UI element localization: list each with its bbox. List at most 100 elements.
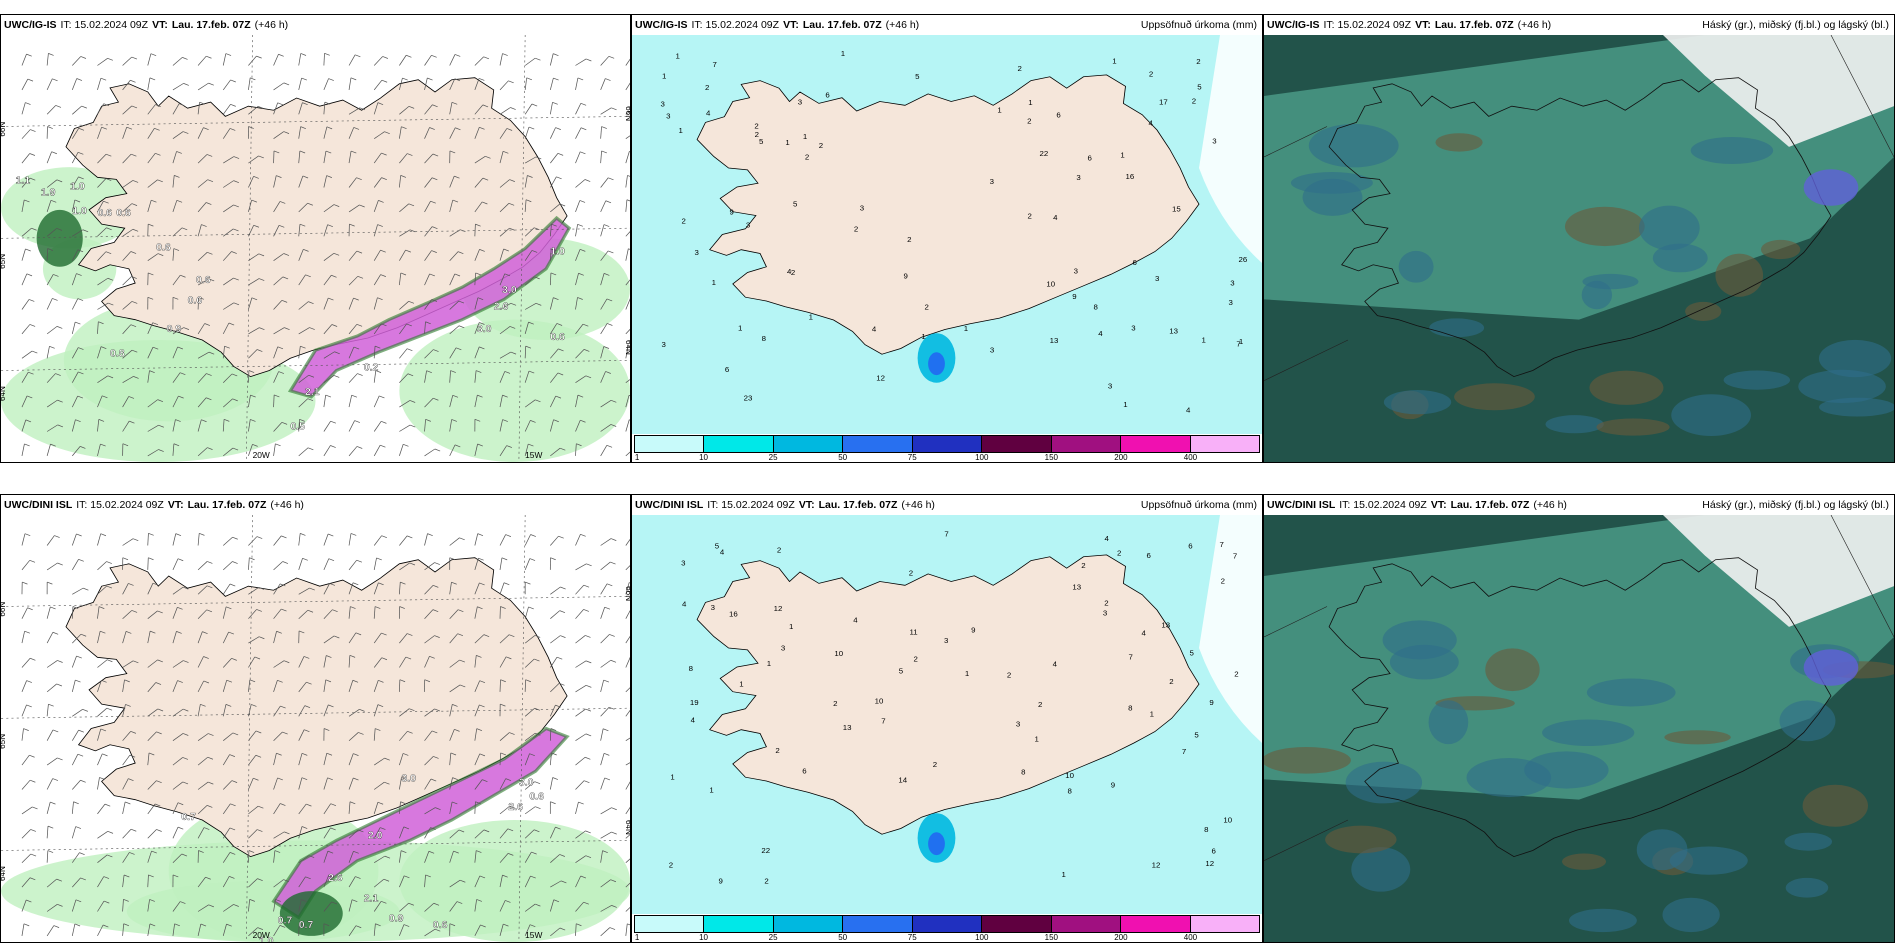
precip-value: 2: [819, 142, 823, 151]
colorbar-swatches: [634, 435, 1260, 453]
panel-dini-snow: UWC/DINI ISL IT: 15.02.2024 09Z VT: Lau. 17…: [0, 494, 631, 943]
precip-value: 16: [729, 610, 738, 619]
lat-label: 64N: [1, 866, 7, 881]
precip-value: 2: [805, 153, 809, 162]
map-canvas[interactable]: 0.72.62.13.02.02.63.00.60.71.00.70.90.60…: [1, 515, 630, 942]
map-canvas[interactable]: [1264, 515, 1894, 942]
precip-value: 5: [759, 137, 763, 146]
precip-value: 7: [881, 717, 885, 726]
colorbar-swatch: [1051, 436, 1122, 452]
snow-value-label: 0.5: [290, 422, 305, 433]
lat-label: 66N: [1, 602, 7, 617]
precip-value: 13: [1161, 621, 1170, 630]
precip-value: 2: [907, 235, 911, 244]
map-canvas[interactable]: [1264, 35, 1894, 462]
graticule: [1, 35, 630, 462]
precip-value: 4: [853, 616, 857, 625]
precip-value: 5: [793, 200, 797, 209]
map-area[interactable]: 2 2 2 2 3 2 7 1 1 1 5 7 8 4 4 14 22 6 3 2 3 11 1 7 3 2 9 5 3 7 2 1 1 1 9 10…: [632, 515, 1262, 914]
precip-value: 4: [706, 109, 710, 118]
map-area[interactable]: 1.1 1.9 1.0 1.0 0.6 0.6 0.6 0.6 0.6 0.9 0.8 0.2 2.1 3…: [1, 35, 630, 462]
precip-value: 6: [1088, 154, 1092, 163]
station-values: 2223111112133336132141315314321121162254…: [661, 49, 1248, 414]
precip-value: 3: [666, 112, 670, 121]
precip-value: 4: [720, 548, 724, 557]
snow-value-label: 1.0: [72, 206, 87, 217]
precip-value: 9: [1209, 698, 1213, 707]
valid-time: Lau. 17.feb. 07Z: [1434, 19, 1514, 31]
field-title: Uppsöfnuð úrkoma (mm): [1140, 499, 1257, 511]
colorbar-swatch: [912, 436, 983, 452]
precip-value: 1: [709, 786, 713, 795]
precip-value: 17: [1159, 98, 1168, 107]
precip-value: 2: [1234, 670, 1238, 679]
snow-value-label: 0.6: [116, 208, 131, 219]
colorbar-ticks: 1 10 25 50 75 100 150 200 400: [634, 453, 1260, 462]
precip-value: 2: [909, 569, 913, 578]
valid-time-label: VT:: [152, 19, 168, 31]
model-name: UWC/IG-IS: [635, 19, 688, 31]
precip-value: 5: [899, 667, 903, 676]
colorbar-tick: 100: [975, 933, 989, 942]
precip-value: 2: [1081, 561, 1085, 570]
precip-value: 2: [1007, 671, 1011, 680]
precip-value: 1: [1062, 870, 1066, 879]
precip-value: 2: [1027, 117, 1031, 126]
snow-value-label: 2.0: [368, 830, 383, 841]
map-area[interactable]: 0.72.62.13.02.02.63.00.60.71.00.70.90.60…: [1, 515, 630, 942]
snow-value-label: 0.8: [110, 348, 125, 359]
valid-time-label: VT:: [1430, 499, 1447, 511]
colorbar-swatch: [982, 916, 1052, 932]
precip-value: 5: [715, 542, 719, 551]
snow-value-label: 0.7: [278, 916, 293, 927]
precip-value: 1: [1028, 98, 1032, 107]
precip-value: 13: [1050, 337, 1059, 346]
snow-value-label: 1.1: [16, 176, 31, 187]
map-canvas[interactable]: 2223111112133336132141315314321121162254…: [632, 35, 1262, 434]
precip-value: 3: [860, 204, 864, 213]
snow-value-label: 3.0: [477, 324, 492, 335]
precip-value: 7: [944, 530, 948, 539]
lat-label-right: 64N: [624, 340, 630, 355]
panel-header: UWC/DINI ISL IT: 15.02.2024 09Z VT: Lau. 17…: [1, 495, 630, 515]
precip-value: 13: [843, 723, 852, 732]
lon-label: 20W: [253, 451, 270, 460]
precip-value: 1: [997, 106, 1001, 115]
precip-value: 4: [682, 600, 686, 609]
panel-header: UWC/DINI ISL IT: 15.02.2024 09Z VT: Lau. 17…: [632, 495, 1262, 515]
precip-value: 2: [777, 546, 781, 555]
precip-value: 8: [1093, 303, 1097, 312]
field-title: Háský (gr.), miðský (fj.bl.) og lágský (…: [1702, 19, 1889, 31]
map-area[interactable]: [1264, 515, 1894, 942]
panel-dini-precip: UWC/DINI ISL IT: 15.02.2024 09Z VT: Lau. 17…: [631, 494, 1263, 943]
snow-value-label: 0.6: [156, 243, 171, 254]
precip-value: 13: [1169, 327, 1178, 336]
colorbar-tick: 150: [1044, 453, 1059, 462]
precip-value: 9: [971, 626, 975, 635]
map-area[interactable]: [1264, 35, 1894, 462]
colorbar-tick: 50: [838, 933, 848, 942]
precip-value: 4: [872, 325, 876, 334]
colorbar-swatch: [635, 916, 705, 932]
map-canvas[interactable]: 1.1 1.9 1.0 1.0 0.6 0.6 0.6 0.6 0.6 0.9 0.8 0.2 2.1 3…: [1, 35, 630, 462]
precip-value: 1: [670, 773, 674, 782]
valid-time: Lau. 17.feb. 07Z: [171, 19, 251, 31]
colorbar-tick: 400: [1183, 453, 1198, 462]
precip-value: 3: [746, 221, 750, 230]
precip-value: 6: [802, 767, 806, 776]
precip-value: 2: [1192, 97, 1196, 106]
iceland-outline: [1328, 77, 1832, 378]
colorbar-swatch: [843, 436, 913, 452]
precip-value: 10: [875, 697, 884, 706]
model-name: UWC/IG-IS: [1267, 19, 1320, 31]
precip-value: 11: [909, 628, 917, 637]
colorbar: 1 10 25 50 75 100 150 200 400: [634, 915, 1260, 942]
precip-value: 6: [1146, 551, 1150, 560]
precip-value: 8: [1021, 768, 1025, 777]
snow-value-label: 2.6: [508, 802, 523, 813]
map-area[interactable]: 2 2 2 3 1 1 1 1 1 2 1 3 3 3 3 6 1 3 2 1 4 1 3 1 5 3 1 4 3 2 1 1 2 1 16 2 2 5 4…: [632, 35, 1262, 434]
iceland-landmass: [696, 554, 1200, 835]
snow-value-label: 1.0: [70, 182, 85, 193]
precip-value: 1: [809, 313, 813, 322]
